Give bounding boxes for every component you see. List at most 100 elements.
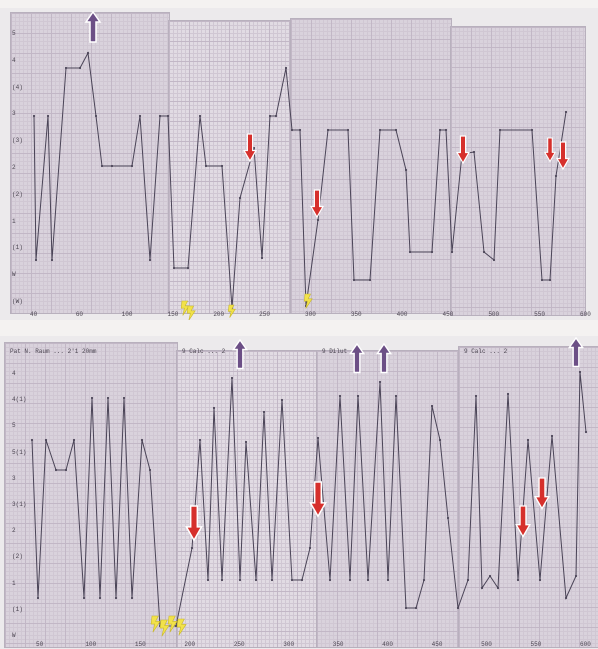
y-label: (4) — [12, 83, 23, 91]
trace-point — [212, 406, 216, 410]
trace-point — [46, 114, 50, 118]
trace-point — [64, 66, 68, 70]
lightning-bolt-icon — [176, 618, 187, 636]
trace-point — [366, 578, 370, 582]
trace-point — [378, 128, 382, 132]
lightning-bolt-icon — [227, 304, 236, 318]
trace-point — [64, 468, 68, 472]
trace-point — [90, 396, 94, 400]
x-tick-label: 350 — [333, 641, 344, 648]
down-arrow-icon — [534, 477, 550, 510]
trace-point — [50, 258, 54, 262]
y-label: 2 — [12, 527, 16, 535]
x-tick-label: 400 — [382, 641, 393, 648]
x-tick-label: 350 — [351, 311, 362, 318]
y-label: 4 — [12, 56, 16, 64]
trace-point — [550, 434, 554, 438]
hypnogram-trace — [33, 51, 567, 309]
trace-point — [444, 128, 448, 132]
trace-point — [488, 574, 492, 578]
bottom-sheet-header-4: 9 Calc ... 2 — [464, 348, 508, 355]
trace-point — [98, 596, 102, 600]
trace-point — [316, 436, 320, 440]
trace-point — [110, 164, 114, 168]
trace-point — [404, 606, 408, 610]
trace-point — [220, 164, 224, 168]
trace-point — [122, 396, 126, 400]
down-arrow-icon — [309, 481, 327, 518]
up-arrow-icon — [231, 338, 249, 370]
x-tick-label: 250 — [259, 311, 270, 318]
trace-point — [338, 394, 342, 398]
trace-point — [106, 396, 110, 400]
trace-point — [190, 546, 194, 550]
trace-point — [516, 578, 520, 582]
y-label: 3 — [12, 110, 16, 118]
trace-point — [262, 410, 266, 414]
x-tick-label: 40 — [30, 311, 38, 318]
trace-point — [466, 578, 470, 582]
top-trace-svg: 40 60 100 150 200 250 300 350 400 450 500 550 600 — [30, 10, 591, 320]
trace-point — [356, 394, 360, 398]
trace-point — [36, 596, 40, 600]
trace-point — [408, 250, 412, 254]
x-tick-label: 500 — [481, 641, 492, 648]
lightning-bolt-icon — [186, 305, 196, 320]
trace-point — [290, 578, 294, 582]
trace-point — [430, 404, 434, 408]
trace-point — [540, 278, 544, 282]
trace-point — [438, 128, 442, 132]
trace-point — [166, 114, 170, 118]
trace-point — [34, 258, 38, 262]
x-tick-label: 550 — [531, 641, 542, 648]
trace-point — [32, 114, 36, 118]
trace-point — [438, 438, 442, 442]
trace-point — [270, 578, 274, 582]
y-label: (3) — [12, 137, 23, 145]
trace-point — [564, 596, 568, 600]
trace-point — [492, 258, 496, 262]
x-tick-label: 50 — [36, 641, 44, 648]
bottom-sheet-header-3: 9 Dilut ... — [322, 348, 362, 355]
hypnogram-trace — [31, 371, 587, 627]
up-arrow-icon — [84, 10, 102, 43]
trace-point — [584, 430, 588, 434]
x-tick-label: 100 — [122, 311, 133, 318]
x-tick-label: 200 — [213, 311, 224, 318]
trace-point — [326, 128, 330, 132]
trace-point — [554, 174, 558, 178]
trace-point — [280, 398, 284, 402]
bottom-sheet-2 — [176, 350, 318, 648]
trace-point — [72, 438, 76, 442]
trace-point — [244, 440, 248, 444]
y-label: W — [12, 271, 16, 279]
y-label: 1 — [12, 579, 16, 587]
x-tick-label: 450 — [432, 641, 443, 648]
x-tick-label: 300 — [283, 641, 294, 648]
up-arrow-icon — [567, 336, 585, 368]
trace-point — [378, 380, 382, 384]
y-label: (W) — [12, 298, 23, 305]
trace-point — [496, 586, 500, 590]
x-tick-label: 450 — [443, 311, 454, 318]
trace-point — [414, 606, 418, 610]
trace-point — [268, 114, 272, 118]
y-label: (2) — [12, 190, 23, 198]
down-arrow-icon — [185, 505, 203, 542]
down-arrow-icon — [555, 141, 571, 171]
lightning-bolt-icon — [150, 615, 161, 633]
x-tick-label: 100 — [85, 641, 96, 648]
trace-point — [238, 578, 242, 582]
trace-point — [130, 164, 134, 168]
trace-point — [456, 606, 460, 610]
trace-point — [498, 128, 502, 132]
trace-point — [284, 66, 288, 70]
y-label: (1) — [12, 244, 23, 252]
trace-point — [480, 586, 484, 590]
trace-point — [158, 114, 162, 118]
x-tick-label: 250 — [234, 641, 245, 648]
trace-point — [114, 596, 118, 600]
trace-point — [140, 438, 144, 442]
trace-point — [526, 438, 530, 442]
trace-point — [100, 164, 104, 168]
